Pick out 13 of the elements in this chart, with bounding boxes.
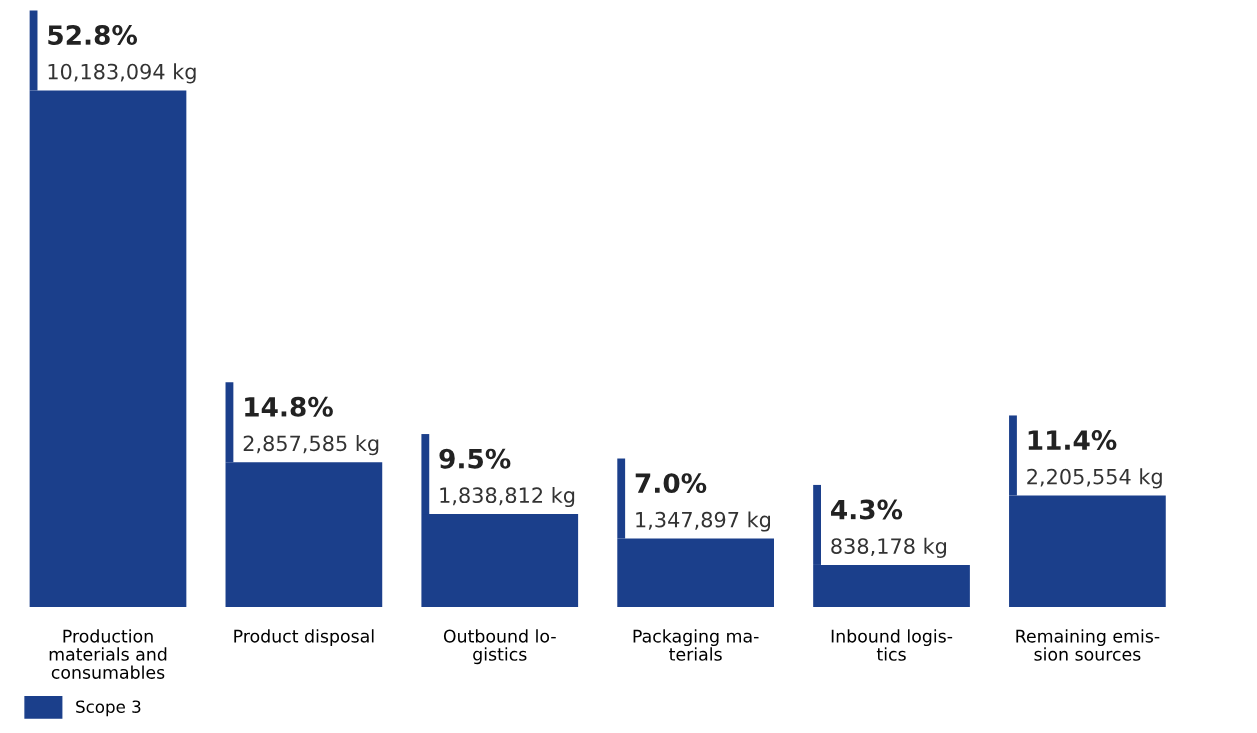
data-label: 7.0% 1,347,897 kg xyxy=(635,473,770,532)
data-label: 14.8% 2,857,585 kg xyxy=(243,396,379,456)
x-tick-label: Product disposal xyxy=(234,629,374,647)
data-label: 9.5% 1,838,812 kg xyxy=(439,448,575,508)
data-label: 11.4% 2,205,554 kg xyxy=(1027,430,1162,489)
x-tick-label: Remaining emis- sion sources xyxy=(1016,629,1160,661)
x-tick-label: Outbound lo- gistics xyxy=(443,629,556,665)
x-tick-label: Production materials and consumables xyxy=(49,629,167,679)
x-tick-label: Inbound logis- tics xyxy=(831,629,953,661)
data-label: 52.8% 10,183,094 kg xyxy=(48,25,196,84)
legend-label: Scope 3 xyxy=(76,700,141,717)
x-tick-label: Packaging ma- terials xyxy=(633,629,759,661)
data-label: 4.3% 838,178 kg xyxy=(831,499,947,558)
